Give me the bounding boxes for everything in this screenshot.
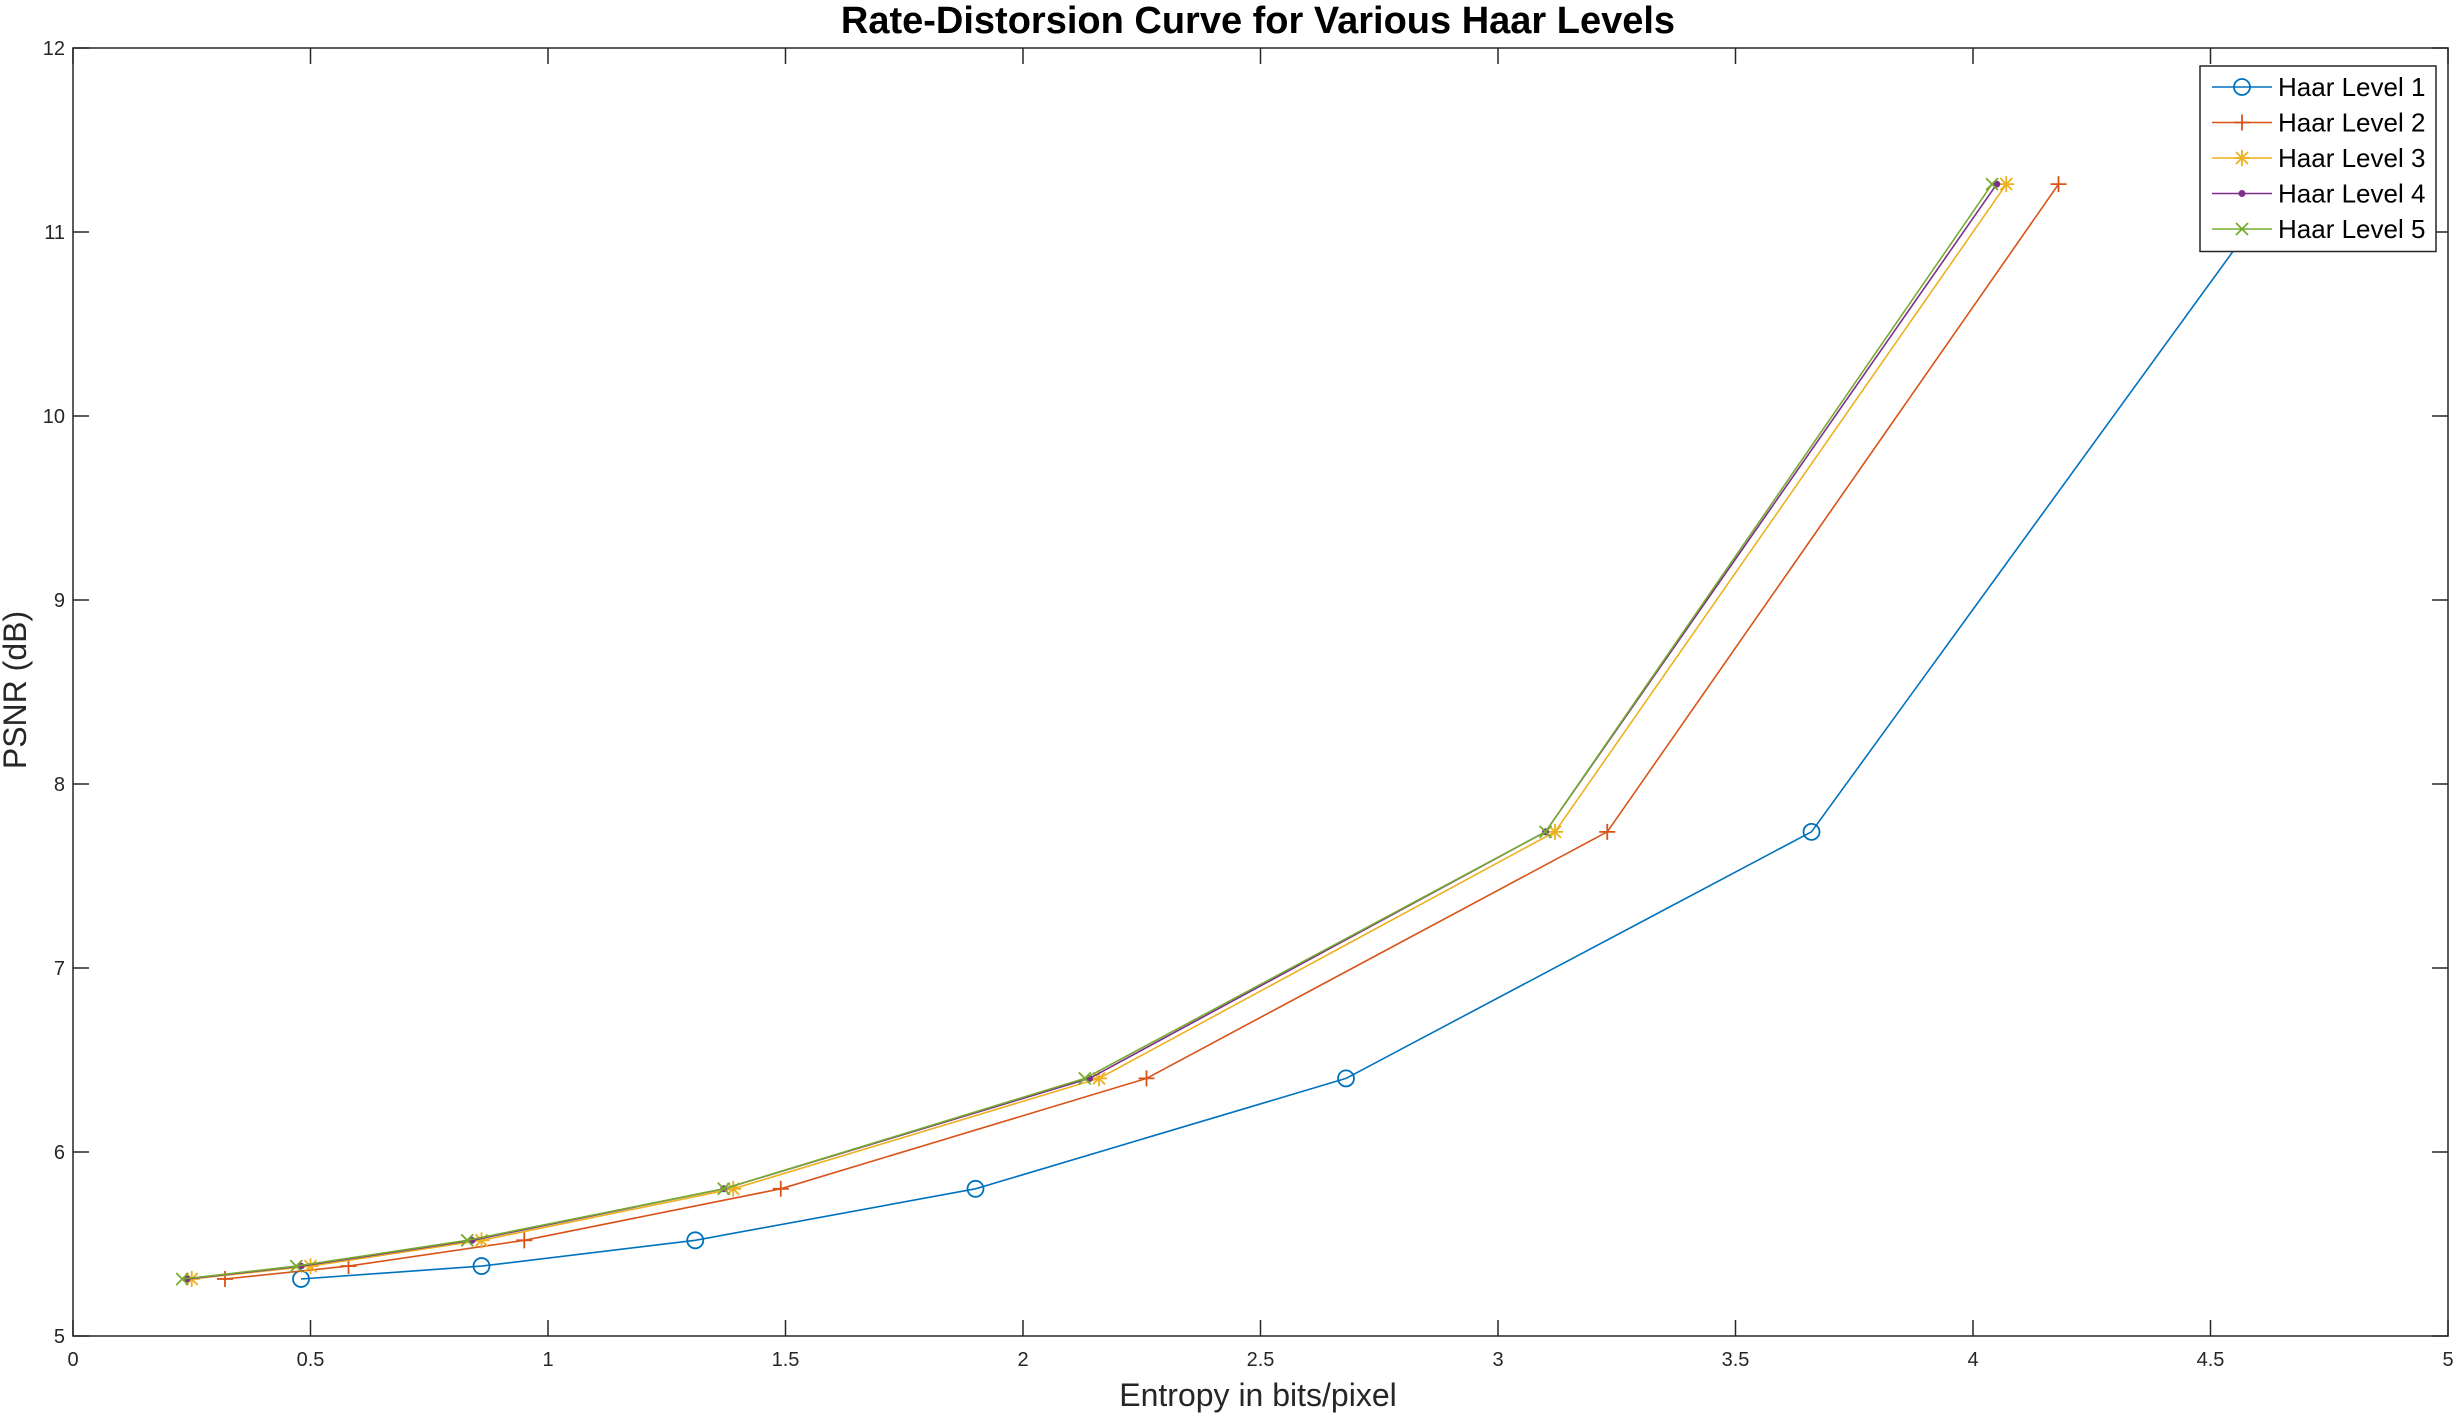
y-axis-label: PSNR (dB) (0, 611, 33, 769)
data-point (725, 1180, 742, 1197)
legend-item-haar-level-2: Haar Level 2 (2212, 108, 2425, 138)
y-tick-label: 10 (43, 406, 65, 428)
legend-marker (2234, 150, 2250, 166)
legend-marker (2238, 190, 2246, 197)
x-tick-label: 1.5 (772, 1349, 800, 1371)
data-point (1138, 1070, 1155, 1087)
data-point (2050, 176, 2067, 193)
plot-frame (72, 47, 2449, 1337)
data-point (460, 1233, 474, 1247)
y-tick-label: 6 (54, 1142, 65, 1164)
legend-marker (2235, 222, 2249, 236)
axes: 0 0.5 1 1.5 2 2.5 3 3.5 4 4.5 5 5 6 7 8 9 10 11 12 (43, 38, 2454, 1371)
x-tick-label: 1 (542, 1349, 553, 1371)
x-axis-label: Entropy in bits/pixel (1119, 1377, 1396, 1413)
x-tick-label: 3 (1492, 1349, 1503, 1371)
series-line (186, 183, 1998, 1280)
data-point (472, 1257, 491, 1275)
series-line (224, 183, 2060, 1280)
data-point (1998, 176, 2015, 193)
data-point (473, 1232, 490, 1249)
x-tick-label: 4.5 (2197, 1349, 2225, 1371)
x-tick-label: 3.5 (1722, 1349, 1750, 1371)
legend-marker (2233, 78, 2251, 96)
x-tick-label: 5 (2442, 1349, 2453, 1371)
data-point (1985, 177, 1999, 191)
x-tick-label: 0.5 (297, 1349, 325, 1371)
data-point (1547, 823, 1563, 840)
legend-label: Haar Level 4 (2278, 179, 2425, 209)
data-point (966, 1179, 985, 1198)
data-point (302, 1258, 319, 1275)
legend-label: Haar Level 5 (2278, 214, 2425, 244)
x-tick-label: 2.5 (1247, 1349, 1275, 1371)
series-haar-level-4 (183, 180, 2001, 1283)
data-point (1599, 823, 1616, 840)
series-haar-level-2 (217, 176, 2067, 1287)
series-haar-level-1 (292, 175, 2291, 1288)
y-tick-label: 5 (54, 1326, 65, 1348)
data-point (686, 1231, 705, 1250)
plot-series (175, 175, 2291, 1288)
series-line (300, 183, 2283, 1280)
y-tick-label: 12 (43, 38, 65, 60)
data-point (175, 1272, 189, 1286)
legend-label: Haar Level 1 (2278, 72, 2425, 102)
y-tick-label: 8 (54, 774, 65, 796)
legend-item-haar-level-4: Haar Level 4 (2212, 179, 2425, 209)
series-haar-level-3 (183, 176, 2015, 1287)
legend-marker (2234, 114, 2250, 131)
data-point (1993, 180, 2001, 188)
data-point (1091, 1070, 1107, 1087)
x-tick-label: 2 (1017, 1349, 1028, 1371)
series-line (182, 183, 1993, 1280)
series-haar-level-5 (175, 177, 1999, 1286)
data-point (717, 1182, 731, 1196)
data-point (1538, 825, 1553, 839)
legend-label: Haar Level 3 (2278, 143, 2425, 173)
y-tick-label: 9 (54, 590, 65, 612)
y-tick-label: 11 (44, 222, 65, 244)
y-tick-label: 7 (54, 958, 65, 980)
data-point (289, 1259, 303, 1273)
x-tick-label: 0 (67, 1349, 78, 1371)
data-point (1337, 1069, 1355, 1088)
legend-item-haar-level-1: Haar Level 1 (2212, 72, 2425, 102)
series-line (191, 183, 2007, 1280)
data-point (516, 1232, 533, 1249)
chart-title: Rate-Distorsion Curve for Various Haar L… (841, 0, 1675, 42)
legend-item-haar-level-3: Haar Level 3 (2212, 143, 2425, 173)
legend-label: Haar Level 2 (2278, 108, 2425, 138)
legend-item-haar-level-5: Haar Level 5 (2212, 214, 2425, 244)
data-point (772, 1180, 789, 1197)
data-point (1802, 822, 1821, 841)
x-tick-label: 4 (1967, 1349, 1978, 1371)
legend: Haar Level 1 Haar Level 2 Haar Level 3 Haar… (2199, 65, 2437, 253)
data-point (1078, 1071, 1092, 1086)
